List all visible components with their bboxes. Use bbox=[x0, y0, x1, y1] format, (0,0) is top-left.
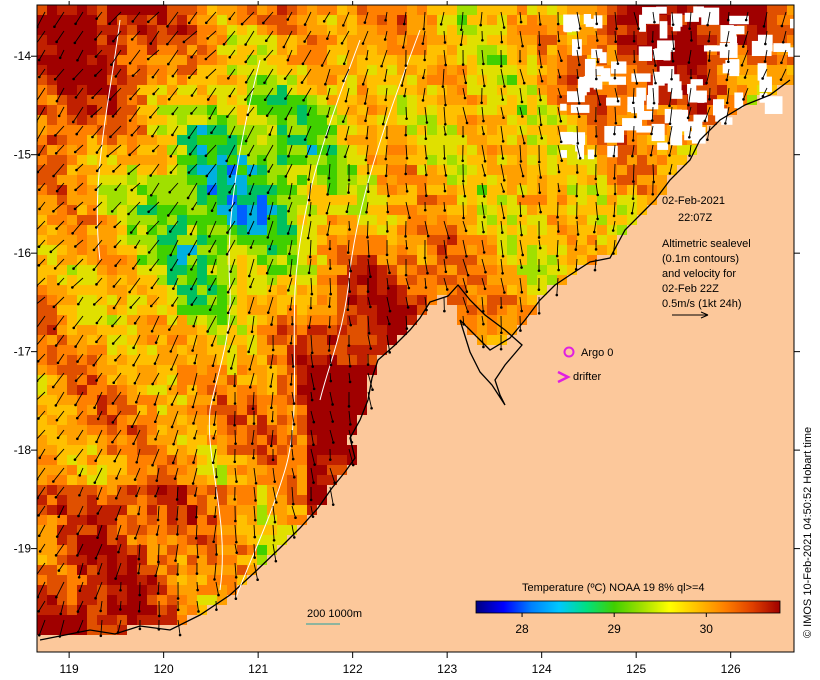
drifter-label: drifter bbox=[573, 371, 601, 383]
legend-line-1: Altimetric sealevel bbox=[662, 238, 751, 250]
sealevel-contour-3 bbox=[96, 19, 121, 261]
colorbar-title: Temperature (ºC) NOAA 19 8% ql>=4 bbox=[522, 582, 705, 594]
cloud-mask bbox=[560, 6, 794, 160]
sealevel-contour-2 bbox=[234, 39, 361, 601]
datetime-line2: 22:07Z bbox=[678, 212, 713, 224]
x-tick-label: 121 bbox=[248, 662, 268, 676]
legend-line-2: (0.1m contours) bbox=[662, 253, 739, 265]
isobath-label: 200 1000m bbox=[307, 608, 362, 620]
y-axis: -14 -15 -16 -17 -18 -19 bbox=[14, 49, 800, 556]
y-tick-label: -18 bbox=[14, 443, 32, 457]
credit-text: © IMOS 10-Feb-2021 04:50:52 Hobart time bbox=[802, 427, 814, 638]
y-tick-label: -15 bbox=[14, 148, 32, 162]
datetime-line1: 02-Feb-2021 bbox=[662, 195, 725, 207]
x-tick-label: 120 bbox=[154, 662, 174, 676]
velocity-vectors bbox=[37, 11, 787, 638]
isobath-legend: 200 1000m bbox=[306, 608, 362, 625]
colorbar-tick-label: 28 bbox=[515, 622, 529, 636]
legend-line-5: 0.5m/s (1kt 24h) bbox=[662, 298, 741, 310]
x-tick-label: 119 bbox=[60, 662, 79, 676]
colorbar-tick-label: 30 bbox=[700, 622, 714, 636]
x-tick-label: 125 bbox=[626, 662, 646, 676]
colorbar-ticks: 28 29 30 bbox=[515, 613, 713, 636]
x-tick-label: 126 bbox=[721, 662, 741, 676]
plot-frame bbox=[36, 4, 795, 653]
y-tick-label: -19 bbox=[14, 542, 32, 556]
x-axis: 119 120 121 122 123 124 125 126 bbox=[60, 1, 741, 676]
x-tick-label: 122 bbox=[343, 662, 363, 676]
sealevel-contour-1 bbox=[208, 59, 261, 591]
drifter-marker-icon bbox=[557, 370, 571, 384]
y-tick-label: -16 bbox=[14, 246, 32, 260]
coastline bbox=[39, 79, 791, 641]
legend-line-3: and velocity for bbox=[662, 268, 736, 280]
x-tick-label: 124 bbox=[532, 662, 552, 676]
argo-label: Argo 0 bbox=[581, 347, 613, 359]
sealevel-contour-4 bbox=[319, 29, 421, 401]
legend-line-4: 02-Feb 22Z bbox=[662, 283, 719, 295]
colorbar-gradient bbox=[475, 600, 781, 614]
colorbar: Temperature (ºC) NOAA 19 8% ql>=4 28 29 30 bbox=[475, 582, 781, 636]
colorbar-tick-label: 29 bbox=[608, 622, 622, 636]
y-tick-label: -14 bbox=[14, 49, 32, 63]
argo-marker-icon bbox=[563, 346, 575, 358]
x-tick-label: 123 bbox=[437, 662, 457, 676]
y-tick-label: -17 bbox=[14, 345, 32, 359]
scale-arrow bbox=[672, 311, 709, 319]
